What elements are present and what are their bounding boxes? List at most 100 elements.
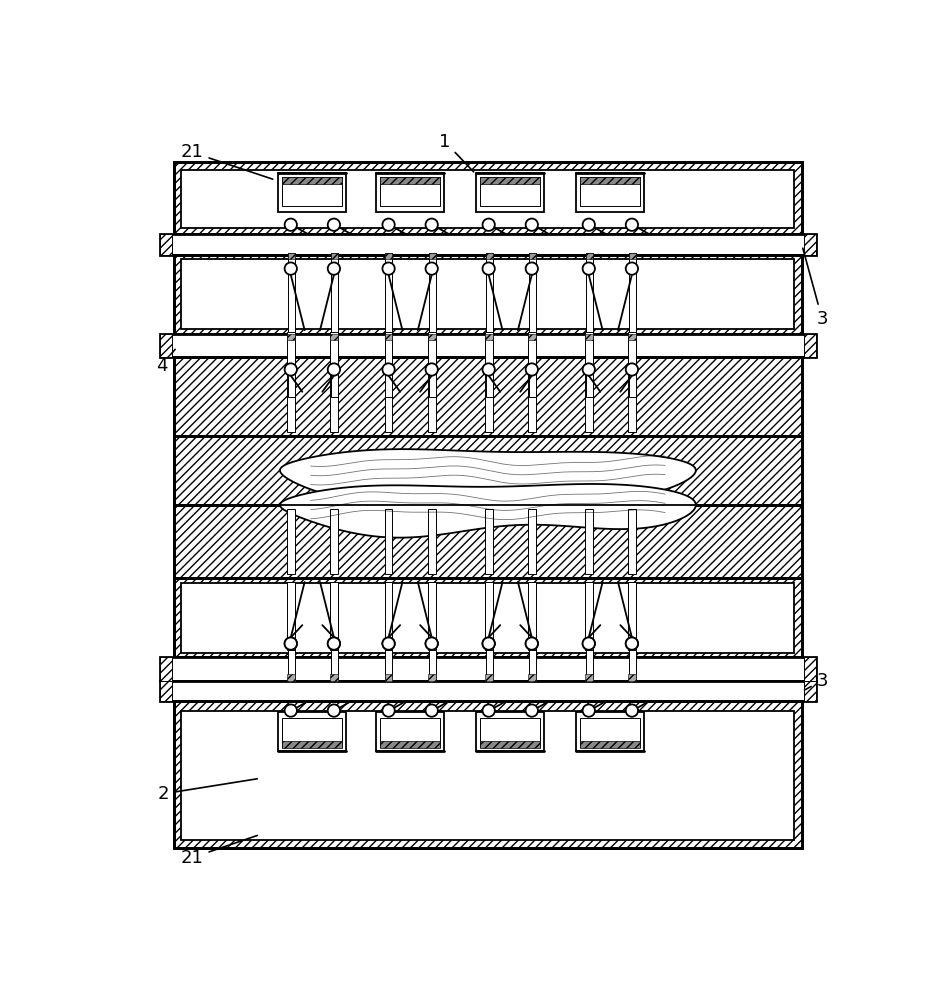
Bar <box>628 361 636 432</box>
Bar <box>528 334 536 340</box>
Bar <box>581 718 641 747</box>
Bar <box>528 332 536 366</box>
Bar <box>330 253 338 397</box>
Bar <box>173 701 802 848</box>
Bar <box>628 334 636 340</box>
Circle shape <box>526 363 538 376</box>
Bar <box>585 676 592 682</box>
Bar <box>427 674 435 681</box>
Bar <box>485 334 492 340</box>
Bar <box>528 582 536 650</box>
Bar <box>585 648 592 682</box>
Circle shape <box>327 637 340 650</box>
Bar <box>803 234 816 255</box>
Bar <box>428 253 435 397</box>
Bar <box>160 657 172 681</box>
Bar <box>629 253 636 397</box>
Bar <box>173 436 802 505</box>
Bar <box>628 509 636 574</box>
Circle shape <box>583 704 595 717</box>
Bar <box>173 162 802 234</box>
Bar <box>182 711 794 840</box>
Text: 4: 4 <box>156 349 175 375</box>
Circle shape <box>285 704 297 717</box>
Circle shape <box>625 219 638 231</box>
Circle shape <box>526 219 538 231</box>
Bar <box>485 509 492 574</box>
Bar <box>278 712 347 751</box>
Bar <box>428 676 435 682</box>
Bar <box>629 676 636 682</box>
Circle shape <box>327 704 340 717</box>
Bar <box>628 582 636 650</box>
Circle shape <box>625 637 638 650</box>
Circle shape <box>483 219 495 231</box>
Circle shape <box>426 262 438 275</box>
Bar <box>288 676 294 682</box>
Bar <box>385 361 392 432</box>
Bar <box>585 361 592 432</box>
Circle shape <box>285 637 297 650</box>
Bar <box>585 582 592 650</box>
Bar <box>288 253 294 259</box>
Text: 3: 3 <box>803 248 828 328</box>
Bar <box>330 648 338 682</box>
Bar <box>173 701 802 848</box>
Bar <box>160 681 816 701</box>
Circle shape <box>327 363 340 376</box>
Circle shape <box>285 262 297 275</box>
Bar <box>485 674 492 681</box>
Bar <box>476 173 545 212</box>
Bar <box>480 177 540 206</box>
Polygon shape <box>280 484 696 538</box>
Bar <box>386 253 392 397</box>
Circle shape <box>426 637 438 650</box>
Bar <box>528 509 536 574</box>
Bar <box>330 361 338 432</box>
Bar <box>485 361 492 432</box>
Text: 21: 21 <box>181 143 272 179</box>
Bar <box>380 718 440 747</box>
Circle shape <box>426 704 438 717</box>
Bar <box>386 676 392 682</box>
Bar <box>427 361 435 432</box>
Bar <box>330 332 338 366</box>
Bar <box>585 674 592 681</box>
Bar <box>287 674 294 681</box>
Bar <box>283 177 343 184</box>
Bar <box>528 253 536 259</box>
Bar <box>427 334 435 340</box>
Bar <box>385 674 392 681</box>
Circle shape <box>526 262 538 275</box>
Bar <box>160 234 172 255</box>
Circle shape <box>483 637 495 650</box>
Bar <box>283 741 343 748</box>
Bar <box>486 253 492 397</box>
Bar <box>380 177 440 206</box>
Text: 21: 21 <box>181 835 257 867</box>
Bar <box>278 173 347 212</box>
Bar <box>585 334 592 340</box>
Text: 1: 1 <box>439 133 474 172</box>
Bar <box>385 332 392 366</box>
Bar <box>160 657 816 681</box>
Circle shape <box>625 637 638 650</box>
Bar <box>528 674 536 681</box>
Bar <box>386 253 392 259</box>
Circle shape <box>583 363 595 376</box>
Circle shape <box>285 219 297 231</box>
Bar <box>485 582 492 650</box>
Bar <box>287 334 294 340</box>
Circle shape <box>526 637 538 650</box>
Circle shape <box>426 363 438 376</box>
Text: 2: 2 <box>158 779 257 803</box>
Bar <box>629 253 636 259</box>
Bar <box>160 334 172 357</box>
Circle shape <box>526 637 538 650</box>
Bar <box>585 253 592 397</box>
Circle shape <box>383 363 395 376</box>
Bar <box>427 582 435 650</box>
Bar <box>330 676 338 682</box>
Bar <box>288 253 294 397</box>
Bar <box>428 253 435 259</box>
